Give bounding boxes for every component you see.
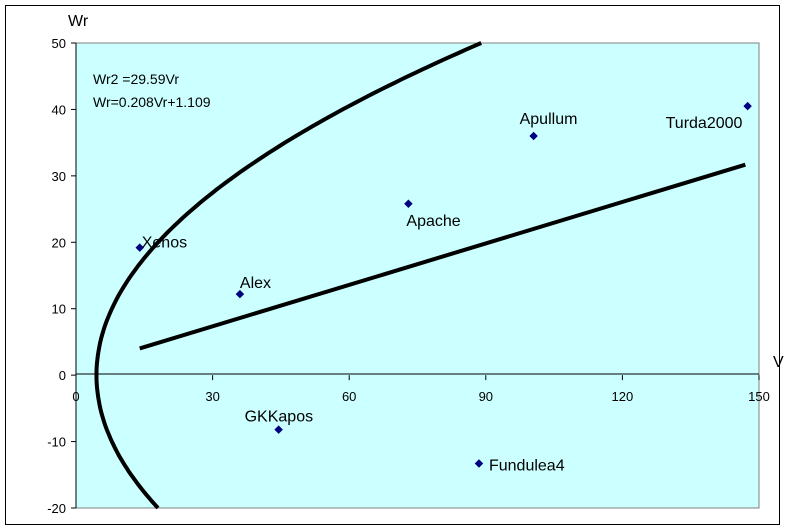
- data-point-label: Apullum: [520, 111, 578, 128]
- y-tick-label: -10: [47, 435, 66, 450]
- x-tick-label: 60: [342, 389, 356, 404]
- data-point-label: Fundulea4: [489, 457, 565, 474]
- x-axis-title: V: [773, 354, 784, 371]
- annotation-parabola: Wr2 =29.59Vr: [93, 71, 179, 87]
- y-tick-label: 0: [59, 368, 66, 383]
- data-point: [135, 243, 144, 252]
- data-point: [404, 199, 413, 208]
- data-point-label: Apache: [406, 213, 460, 230]
- x-tick-label: 0: [72, 389, 79, 404]
- x-tick-label: 90: [479, 389, 493, 404]
- y-tick-label: 50: [52, 36, 66, 51]
- parabola-curve: [94, 41, 482, 510]
- y-tick-label: 40: [52, 102, 66, 117]
- data-point: [274, 425, 283, 434]
- y-tick-label: 20: [52, 235, 66, 250]
- y-tick-label: -20: [47, 501, 66, 516]
- y-axis-title: Wr: [68, 13, 89, 30]
- x-tick-label: 30: [205, 389, 219, 404]
- data-point-label: Alex: [240, 275, 271, 292]
- annotation-line: Wr=0.208Vr+1.109: [93, 94, 211, 110]
- y-tick-label: 10: [52, 302, 66, 317]
- x-tick-label: 120: [612, 389, 634, 404]
- y-tick-label: 30: [52, 169, 66, 184]
- data-point-label: Xenos: [142, 235, 187, 252]
- data-point: [235, 289, 245, 299]
- data-point-label: GKKapos: [245, 409, 313, 426]
- data-point-label: Turda2000: [666, 115, 743, 132]
- data-point: [474, 459, 484, 468]
- regression-line: [139, 162, 746, 351]
- plot-area: [75, 42, 760, 509]
- x-tick-label: 150: [748, 389, 770, 404]
